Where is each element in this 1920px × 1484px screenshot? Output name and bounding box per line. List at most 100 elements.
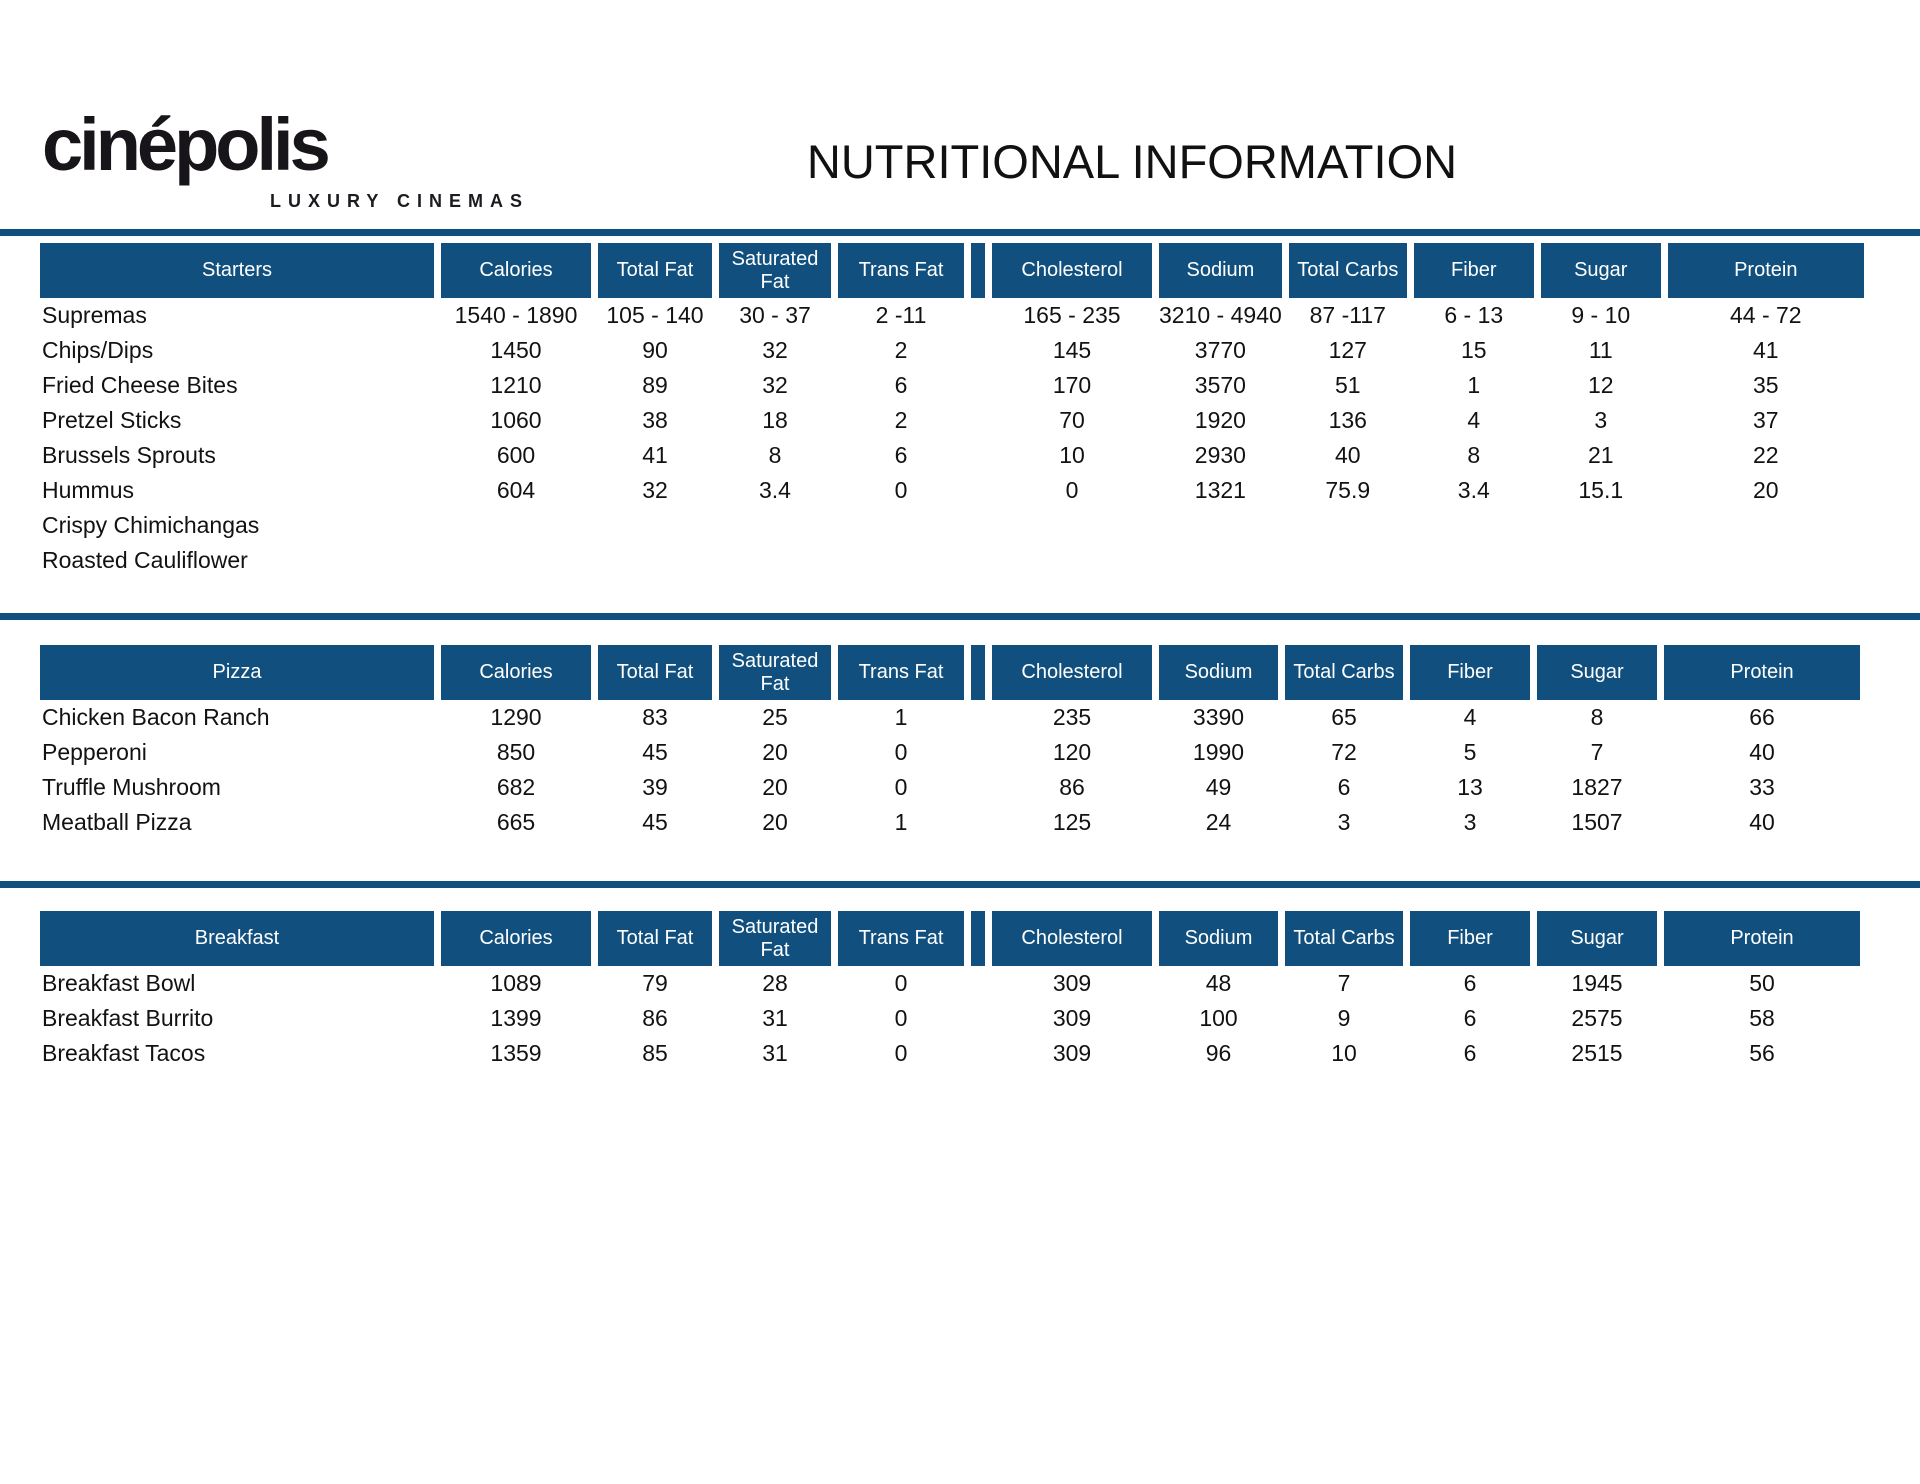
value-cell: 600 [496,442,536,468]
value-cell: 51 [1334,372,1361,398]
value-cell: 6 [1463,1040,1477,1066]
value-cell: 79 [642,970,668,996]
value-cell: 70 [1059,407,1085,433]
value-cell: 0 [894,1005,908,1031]
value-cell: 170 [1052,372,1092,398]
value-cell: 2 [894,407,908,433]
starters-table: Starters Calories Total Fat Saturated Fat Tr… [33,243,1871,578]
value-cell: 665 [496,809,536,835]
value-cell [992,543,1152,578]
value-cell: 682 [496,774,536,800]
section-divider-rule [0,613,1920,620]
value-cell: 45 [642,739,668,765]
table-header-row: Breakfast Calories Total Fat Saturated Fat T… [40,911,1860,966]
column-header: Trans Fat [838,911,964,966]
table-row: Breakfast Bowl 1089 79 28 0 309 48 7 6 1945 50 [40,966,1860,1001]
value-cell: 2 -11 [875,302,927,328]
item-name-cell: Pepperoni [42,739,147,765]
value-cell: 1321 [1194,477,1246,503]
table-row: Pepperoni 850 45 20 0 120 1990 72 5 7 40 [40,735,1860,770]
table-row: Truffle Mushroom 682 39 20 0 86 49 6 13 1827 33 [40,770,1860,805]
value-cell: 39 [642,774,668,800]
value-cell: 235 [1052,704,1092,730]
spacer-cell [971,333,985,368]
value-cell: 7 [1590,739,1604,765]
value-cell [1289,508,1407,543]
value-cell: 48 [1205,970,1232,996]
value-cell: 15.1 [1578,477,1624,503]
column-header: Calories [441,645,591,700]
column-header: Fiber [1413,243,1534,298]
value-cell: 136 [1328,407,1367,433]
column-header: Fiber [1410,911,1530,966]
category-header: Starters [40,243,434,298]
item-name-cell: Chicken Bacon Ranch [42,704,270,730]
value-cell: 22 [1752,442,1779,468]
column-header: Total Carbs [1285,911,1403,966]
value-cell: 1 [1467,372,1481,398]
value-cell: 5 [1463,739,1477,765]
logo-tagline: LUXURY CINEMAS [270,191,530,211]
value-cell: 30 - 37 [739,302,811,328]
value-cell: 65 [1331,704,1357,730]
spacer-cell [971,438,985,473]
value-cell [1414,508,1534,543]
spacer-cell [971,473,985,508]
value-cell: 41 [642,442,668,468]
value-cell: 8 [1467,442,1481,468]
value-cell: 31 [762,1005,788,1031]
cinepolis-logo: cinépolis LUXURY CINEMAS [42,108,529,212]
column-header: Calories [441,243,591,298]
spacer-cell [971,298,985,333]
column-header: Fiber [1410,645,1530,700]
spacer-cell [971,1036,985,1071]
value-cell: 4 [1463,704,1477,730]
value-cell: 3210 - 4940 [1159,302,1282,328]
value-cell: 120 [1052,739,1092,765]
value-cell: 10 [1331,1040,1357,1066]
value-cell: 56 [1749,1040,1775,1066]
value-cell: 10 [1059,442,1085,468]
spacer-header-cell [971,645,985,700]
value-cell: 3.4 [1457,477,1490,503]
value-cell: 6 [894,442,908,468]
value-cell: 50 [1749,970,1775,996]
value-cell: 2 [894,337,908,363]
value-cell: 0 [894,1040,908,1066]
value-cell: 75.9 [1325,477,1371,503]
spacer-cell [971,700,985,735]
value-cell: 850 [496,739,536,765]
value-cell: 1945 [1571,970,1623,996]
spacer-cell [971,805,985,840]
item-name-cell: Chips/Dips [42,337,154,363]
value-cell [1289,543,1407,578]
value-cell: 6 - 13 [1444,302,1504,328]
column-header: Protein [1664,645,1860,700]
item-name-cell: Meatball Pizza [42,809,192,835]
value-cell: 1920 [1194,407,1246,433]
value-cell: 145 [1052,337,1092,363]
value-cell [441,508,591,543]
value-cell [1541,508,1661,543]
column-header: Cholesterol [992,645,1152,700]
value-cell: 7 [1337,970,1351,996]
value-cell [719,543,831,578]
table-row: Supremas 1540 - 1890 105 - 140 30 - 37 2 -11… [40,298,1864,333]
value-cell [1414,543,1534,578]
value-cell: 66 [1749,704,1775,730]
spacer-cell [971,735,985,770]
value-cell: 41 [1752,337,1779,363]
value-cell [441,543,591,578]
column-header: Sodium [1159,911,1278,966]
column-header: Total Fat [598,911,712,966]
value-cell: 127 [1328,337,1367,363]
column-header: Trans Fat [838,645,964,700]
value-cell: 1540 - 1890 [454,302,578,328]
item-name-cell: Brussels Sprouts [42,442,216,468]
column-header: Calories [441,911,591,966]
value-cell: 33 [1749,774,1775,800]
table-row: Chicken Bacon Ranch 1290 83 25 1 235 3390 65 4 8 6… [40,700,1860,735]
value-cell: 20 [762,774,788,800]
item-name-cell: Breakfast Tacos [42,1040,206,1066]
